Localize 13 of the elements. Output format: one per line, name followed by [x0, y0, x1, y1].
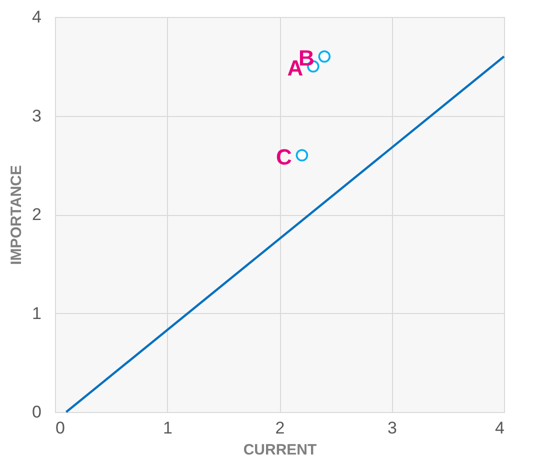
- y-tick-label: 2: [32, 205, 42, 224]
- x-axis-title: CURRENT: [243, 442, 317, 458]
- x-tick-label: 1: [163, 418, 172, 438]
- x-tick-label: 3: [388, 418, 397, 438]
- y-tick-label: 4: [32, 8, 42, 26]
- y-tick-label: 3: [32, 106, 42, 126]
- y-tick-label: 1: [32, 304, 42, 323]
- x-tick-label: 0: [56, 418, 65, 438]
- x-tick-label: 4: [495, 418, 504, 438]
- x-tick-label: 2: [275, 418, 285, 438]
- annotation: C: [276, 144, 292, 170]
- y-axis-title: IMPORTANCE: [8, 165, 26, 265]
- y-tick-label: 0: [32, 402, 42, 422]
